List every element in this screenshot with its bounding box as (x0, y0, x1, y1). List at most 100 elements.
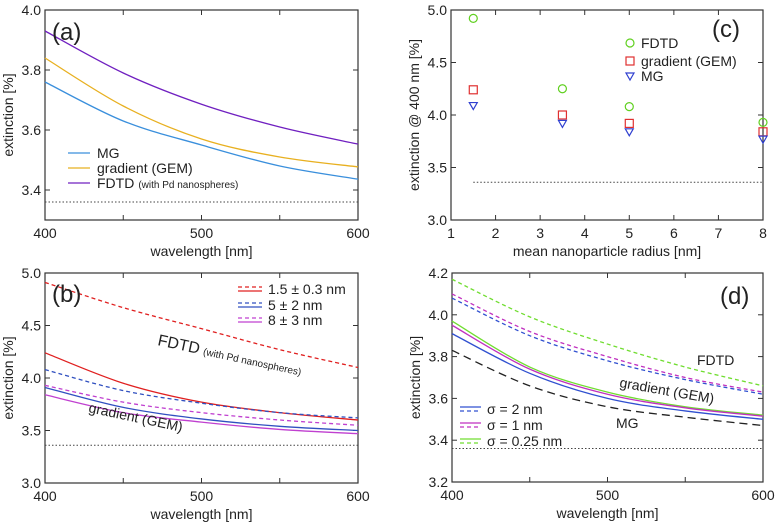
data-point-triangle (624, 128, 635, 138)
y-tick-label: 4.0 (429, 307, 449, 323)
series-line (451, 333, 764, 420)
legend-label: MG (97, 145, 120, 161)
y-axis-label: extinction @ 400 nm [%] (406, 39, 422, 191)
data-point-circle (758, 117, 768, 127)
annotation-gradient: gradient (GEM) (618, 374, 715, 406)
annotation-fdtd: FDTD (697, 352, 734, 368)
x-axis-label: mean nanoparticle radius [nm] (513, 243, 701, 259)
data-point-square (624, 118, 634, 129)
series-line (44, 81, 359, 180)
series-line (451, 324, 764, 417)
y-tick-label: 4.0 (428, 107, 448, 123)
y-tick-label: 4.0 (22, 370, 42, 386)
panel-label: (a) (52, 19, 81, 46)
series-line (451, 293, 764, 393)
x-tick-label: 3 (536, 225, 544, 241)
x-tick-label: 400 (440, 487, 464, 503)
y-tick-label: 5.0 (22, 265, 42, 281)
y-tick-label: 3.0 (428, 212, 448, 228)
y-tick-label: 3.5 (428, 160, 448, 176)
series-line (451, 320, 764, 416)
legend-marker-square (625, 56, 635, 66)
x-tick-label: 400 (33, 225, 57, 241)
data-point-square (468, 85, 478, 95)
series-line (44, 368, 359, 419)
series-line (44, 352, 359, 421)
x-tick-label: 7 (715, 225, 723, 241)
legend-text: gradient (GEM) (97, 160, 193, 176)
y-tick-label: 3.6 (22, 122, 42, 138)
x-tick-label: 8 (759, 225, 767, 241)
series-line (44, 30, 359, 145)
panel-b: 400 500 600 3.0 3.5 4.0 4.5 5.0 wavelength [nm] e… (0, 265, 370, 522)
series-line (451, 278, 764, 387)
x-tick-label: 500 (190, 488, 214, 504)
x-tick-label: 400 (33, 488, 57, 504)
legend-label: 5 ± 2 nm (268, 297, 322, 313)
y-tick-label: 3.8 (22, 62, 42, 78)
y-tick-label: 4.0 (22, 2, 42, 18)
panel-label: (c) (712, 16, 740, 43)
legend-marker-circle (625, 38, 635, 48)
y-axis-label: extinction [%] (0, 336, 16, 419)
y-tick-label: 3.4 (429, 432, 449, 448)
legend-label: 1.5 ± 0.3 nm (268, 281, 346, 297)
y-tick-label: 4.5 (22, 318, 42, 334)
data-point-triangle (757, 135, 769, 145)
legend-label: σ = 1 nm (487, 417, 543, 433)
x-tick-label: 4 (581, 225, 589, 241)
series-line (44, 57, 359, 168)
y-tick-label: 3.6 (429, 390, 449, 406)
panel-label: (b) (52, 281, 81, 308)
panel-d: 400 500 600 3.2 3.4 3.6 3.8 4.0 4.2 wavelength [n… (407, 265, 775, 521)
x-tick-label: 1 (447, 225, 455, 241)
x-tick-label: 600 (346, 488, 370, 504)
x-axis-label: wavelength [nm] (556, 505, 659, 521)
data-point-square (557, 110, 568, 120)
y-tick-label: 3.0 (22, 475, 42, 491)
data-point-triangle (468, 101, 479, 111)
legend-marker-triangle (624, 72, 636, 82)
data-point-circle (624, 101, 634, 112)
x-axis-label: wavelength [nm] (150, 506, 253, 522)
panel-c: 1 2 3 4 5 6 7 8 3.0 3.5 4.0 4.5 5.0 mean nanoparticle… (406, 2, 769, 259)
series-line (44, 386, 359, 432)
legend-label: MG (641, 68, 664, 84)
y-tick-label: 3.8 (429, 349, 449, 365)
data-point-triangle (557, 119, 568, 129)
x-tick-label: 5 (625, 225, 633, 241)
x-tick-label: 600 (346, 225, 370, 241)
y-tick-label: 3.5 (22, 423, 42, 439)
x-tick-label: 2 (492, 225, 500, 241)
x-tick-label: 500 (596, 487, 620, 503)
legend-text: MG (97, 145, 120, 161)
x-tick-label: 500 (190, 225, 214, 241)
annotation-text: FDTD (156, 332, 201, 357)
y-tick-label: 4.2 (429, 265, 449, 281)
x-tick-label: 6 (670, 225, 678, 241)
panel-a: 400 500 600 3.4 3.6 3.8 4.0 wavelength [nm] exti… (0, 2, 370, 259)
y-tick-label: 5.0 (428, 2, 448, 18)
legend-label: FDTD (with Pd nanospheres) (97, 175, 238, 191)
series-line (451, 349, 764, 427)
data-point-circle (557, 84, 568, 94)
plot-frame (451, 272, 764, 483)
legend-label: FDTD (641, 35, 678, 51)
annotation-mg: MG (616, 415, 639, 431)
legend-label: σ = 2 nm (487, 401, 543, 417)
series-line (44, 281, 359, 369)
legend-label: gradient (GEM) (641, 53, 737, 69)
series-line (44, 394, 359, 435)
series-line (451, 297, 764, 395)
panel-label: (d) (720, 283, 749, 310)
y-axis-label: extinction [%] (0, 73, 16, 156)
y-tick-label: 4.5 (428, 55, 448, 71)
legend-label: σ = 0.25 nm (487, 433, 562, 449)
data-point-circle (468, 13, 478, 23)
x-tick-label: 600 (751, 487, 775, 503)
y-tick-label: 3.4 (22, 182, 42, 198)
x-axis-label: wavelength [nm] (150, 243, 253, 259)
y-tick-label: 3.2 (429, 474, 449, 490)
legend-suffix: (with Pd nanospheres) (138, 180, 238, 191)
